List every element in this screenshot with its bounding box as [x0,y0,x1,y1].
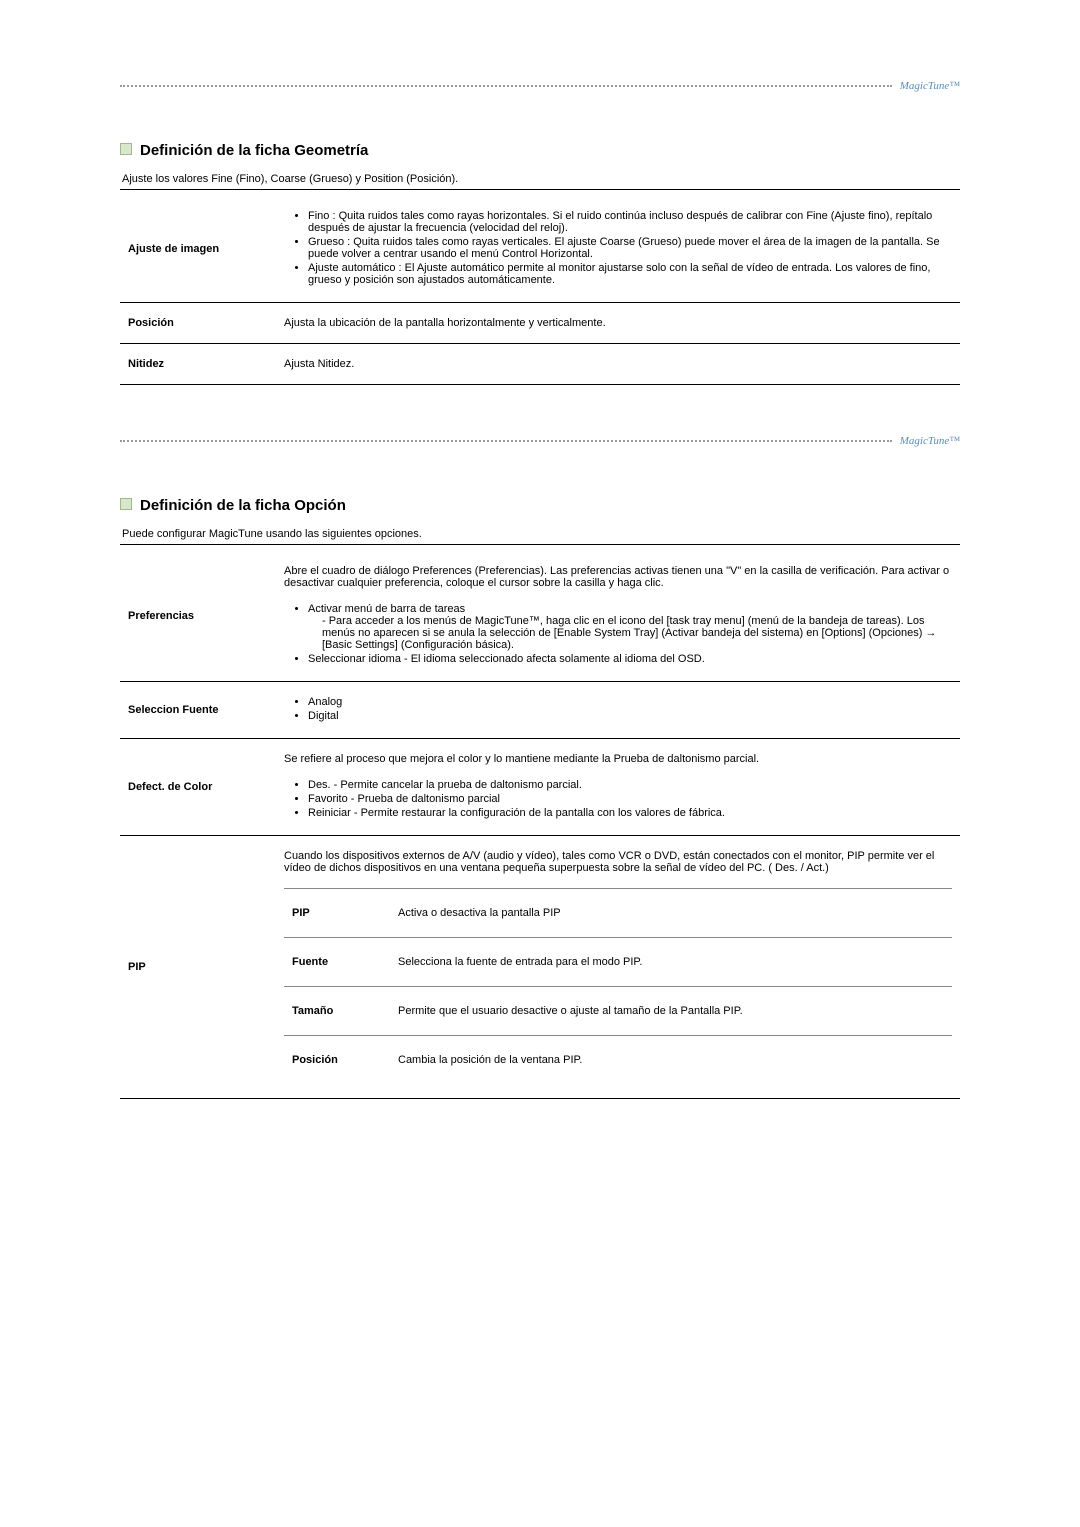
section-geometria: Definición de la ficha Geometría Ajuste … [120,142,960,385]
label-ajuste-imagen: Ajuste de imagen [120,196,276,303]
bullet-digital: Digital [308,710,952,722]
text-posicion: Ajusta la ubicación de la pantalla horiz… [276,303,960,344]
bullet-activar-menu-text: Activar menú de barra de tareas [308,603,465,615]
sublabel-posicion: Posición [284,1036,390,1085]
label-pip: PIP [120,836,276,1099]
text-nitidez: Ajusta Nitidez. [276,344,960,385]
subrow-pip: PIP Activa o desactiva la pantalla PIP [284,889,952,938]
geometria-table: Ajuste de imagen Fino : Quita ruidos tal… [120,196,960,385]
subrow-fuente: Fuente Selecciona la fuente de entrada p… [284,938,952,987]
bullet-auto: Ajuste automático : El Ajuste automático… [308,262,952,286]
label-preferencias: Preferencias [120,551,276,682]
subtext-fuente: Selecciona la fuente de entrada para el … [390,938,952,987]
defect-list: Des. - Permite cancelar la prueba de dal… [284,779,952,819]
fuente-list: Analog Digital [284,696,952,722]
sublabel-pip: PIP [284,889,390,938]
section-opcion: Definición de la ficha Opción Puede conf… [120,497,960,1099]
section-intro-geometria: Ajuste los valores Fine (Fino), Coarse (… [120,173,960,190]
row-preferencias: Preferencias Abre el cuadro de diálogo P… [120,551,960,682]
dotted-rule [120,85,892,87]
row-posicion: Posición Ajusta la ubicación de la panta… [120,303,960,344]
bullet-activar-menu: Activar menú de barra de tareas - Para a… [308,603,952,651]
magictune-logo: MagicTune™ [900,80,960,92]
sublabel-fuente: Fuente [284,938,390,987]
bullet-favorito: Favorito - Prueba de daltonismo parcial [308,793,952,805]
row-pip: PIP Cuando los dispositivos externos de … [120,836,960,1099]
pip-subtable: PIP Activa o desactiva la pantalla PIP F… [284,888,952,1084]
subrow-tamano: Tamaño Permite que el usuario desactive … [284,987,952,1036]
row-nitidez: Nitidez Ajusta Nitidez. [120,344,960,385]
bullet-fino: Fino : Quita ruidos tales como rayas hor… [308,210,952,234]
magictune-logo: MagicTune™ [900,435,960,447]
section-intro-opcion: Puede configurar MagicTune usando las si… [120,528,960,545]
label-posicion: Posición [120,303,276,344]
preferencias-lead: Abre el cuadro de diálogo Preferences (P… [284,565,952,589]
bullet-activar-menu-detail: - Para acceder a los menús de MagicTune™… [308,615,952,651]
label-seleccion-fuente: Seleccion Fuente [120,682,276,739]
bullet-des: Des. - Permite cancelar la prueba de dal… [308,779,952,791]
section-title-geometria: Definición de la ficha Geometría [120,142,960,159]
preferencias-list: Activar menú de barra de tareas - Para a… [284,603,952,665]
subtext-posicion: Cambia la posición de la ventana PIP. [390,1036,952,1085]
dotted-rule [120,440,892,442]
subtext-tamano: Permite que el usuario desactive o ajust… [390,987,952,1036]
divider-mid: MagicTune™ [120,435,960,447]
label-nitidez: Nitidez [120,344,276,385]
row-ajuste-imagen: Ajuste de imagen Fino : Quita ruidos tal… [120,196,960,303]
bullet-seleccionar-idioma: Seleccionar idioma - El idioma seleccion… [308,653,952,665]
subtext-pip: Activa o desactiva la pantalla PIP [390,889,952,938]
subrow-posicion: Posición Cambia la posición de la ventan… [284,1036,952,1085]
bullet-grueso: Grueso : Quita ruidos tales como rayas v… [308,236,952,260]
divider-top: MagicTune™ [120,80,960,92]
bullet-analog: Analog [308,696,952,708]
section-title-opcion: Definición de la ficha Opción [120,497,960,514]
bullet-reiniciar: Reiniciar - Permite restaurar la configu… [308,807,952,819]
label-defect-color: Defect. de Color [120,739,276,836]
ajuste-imagen-list: Fino : Quita ruidos tales como rayas hor… [284,210,952,286]
row-defect-color: Defect. de Color Se refiere al proceso q… [120,739,960,836]
pip-lead: Cuando los dispositivos externos de A/V … [284,850,952,874]
opcion-table: Preferencias Abre el cuadro de diálogo P… [120,551,960,1099]
defect-lead: Se refiere al proceso que mejora el colo… [284,753,952,765]
sublabel-tamano: Tamaño [284,987,390,1036]
row-seleccion-fuente: Seleccion Fuente Analog Digital [120,682,960,739]
